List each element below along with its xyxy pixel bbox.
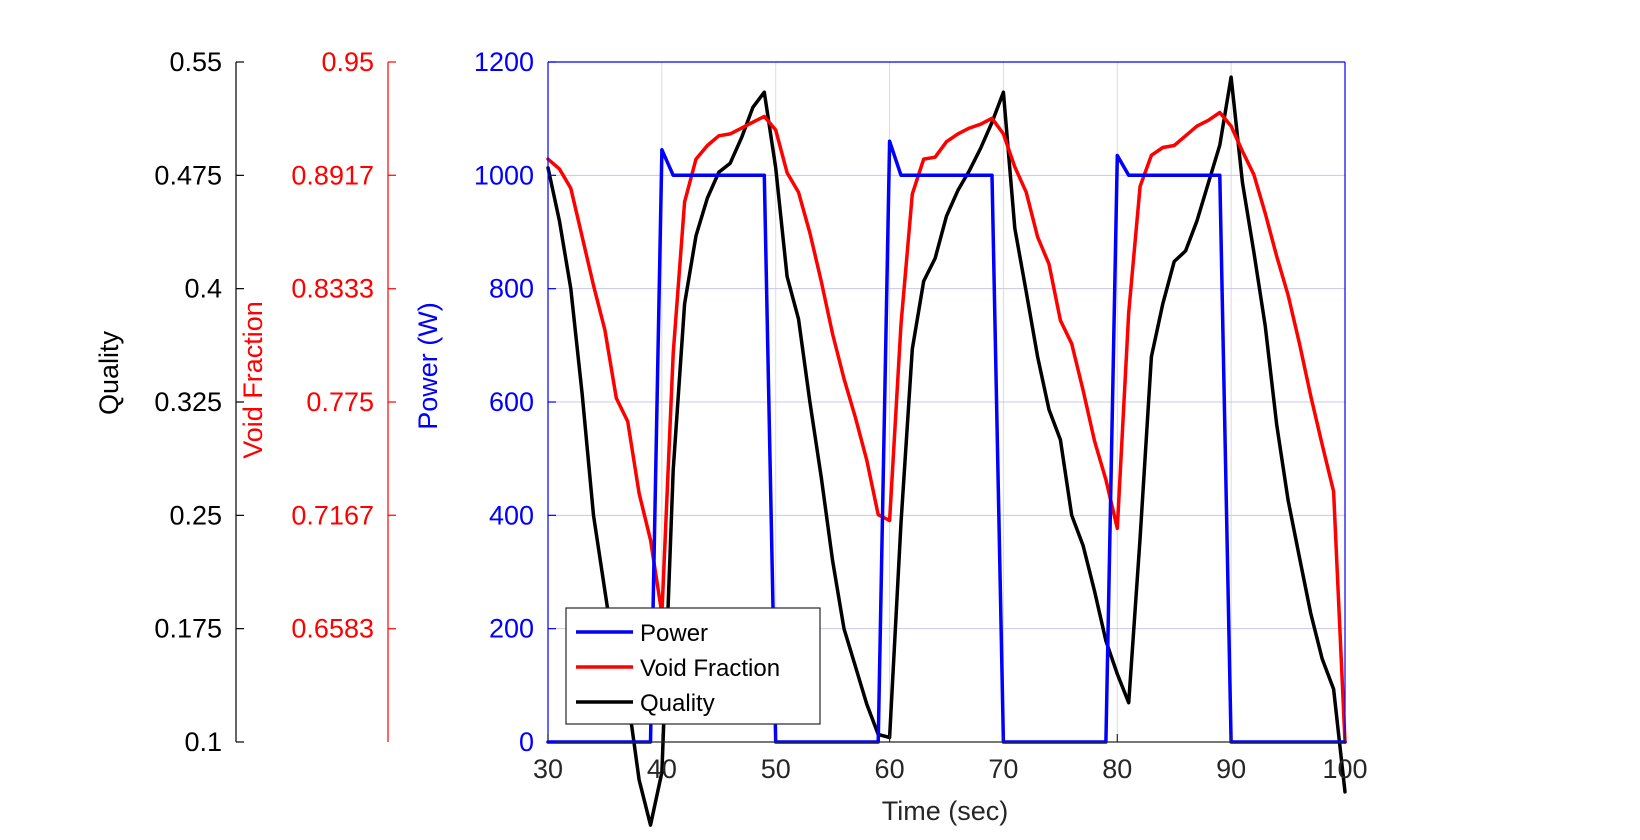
legend-label-power: Power [640, 620, 708, 647]
series-line-void-fraction [546, 110, 1347, 744]
legend: Power Void Fraction Quality [565, 607, 821, 725]
y-tick-label-quality-0: 0.1 [184, 727, 222, 757]
y-axis-label-void-fraction: Void Fraction [238, 301, 268, 459]
y-tick-label-power-5: 1000 [474, 160, 534, 190]
y-tick-label-void-5: 0.95 [321, 47, 374, 77]
series-line-quality [546, 75, 1347, 827]
x-tick-label-70: 70 [988, 754, 1018, 784]
y-tick-label-power-0: 0 [519, 727, 534, 757]
legend-label-quality: Quality [640, 690, 715, 717]
y-tick-label-quality-2: 0.25 [169, 500, 222, 530]
y-tick-label-power-1: 200 [489, 614, 534, 644]
y-tick-label-quality-4: 0.4 [184, 274, 222, 304]
tick-layer: 30 40 50 60 70 80 90 100 0.1 0.175 0.25 0.325 0.4 0.4… [154, 47, 1367, 784]
y-tick-label-void-1: 0.7167 [291, 500, 374, 530]
y-axis-label-quality: Quality [94, 330, 124, 415]
y-tick-label-power-3: 600 [489, 387, 534, 417]
x-tick-label-80: 80 [1102, 754, 1132, 784]
y-tick-label-quality-3: 0.325 [154, 387, 222, 417]
x-axis-label: Time (sec) [882, 796, 1009, 826]
x-tick-label-40: 40 [647, 754, 677, 784]
series-void-fraction [546, 110, 1347, 744]
series-quality [546, 75, 1347, 827]
y-tick-label-quality-5: 0.475 [154, 160, 222, 190]
series-power [546, 139, 1347, 744]
x-tick-label-90: 90 [1216, 754, 1246, 784]
x-tick-label-100: 100 [1322, 754, 1367, 784]
y-tick-label-quality-6: 0.55 [169, 47, 222, 77]
series-line-power [546, 139, 1347, 744]
y-tick-label-void-3: 0.8333 [291, 274, 374, 304]
y-tick-label-void-0: 0.6583 [291, 614, 374, 644]
y-tick-label-power-2: 400 [489, 500, 534, 530]
y-tick-label-power-4: 800 [489, 274, 534, 304]
y-tick-label-power-6: 1200 [474, 47, 534, 77]
y-axis-label-power: Power (W) [413, 302, 443, 430]
y-tick-label-void-4: 0.8917 [291, 160, 374, 190]
y-tick-label-void-2: 0.775 [306, 387, 374, 417]
x-tick-label-60: 60 [875, 754, 905, 784]
legend-label-void-fraction: Void Fraction [640, 655, 780, 682]
x-tick-label-50: 50 [761, 754, 791, 784]
x-tick-label-30: 30 [533, 754, 563, 784]
series-layer [546, 75, 1347, 827]
y-tick-label-quality-1: 0.175 [154, 614, 222, 644]
